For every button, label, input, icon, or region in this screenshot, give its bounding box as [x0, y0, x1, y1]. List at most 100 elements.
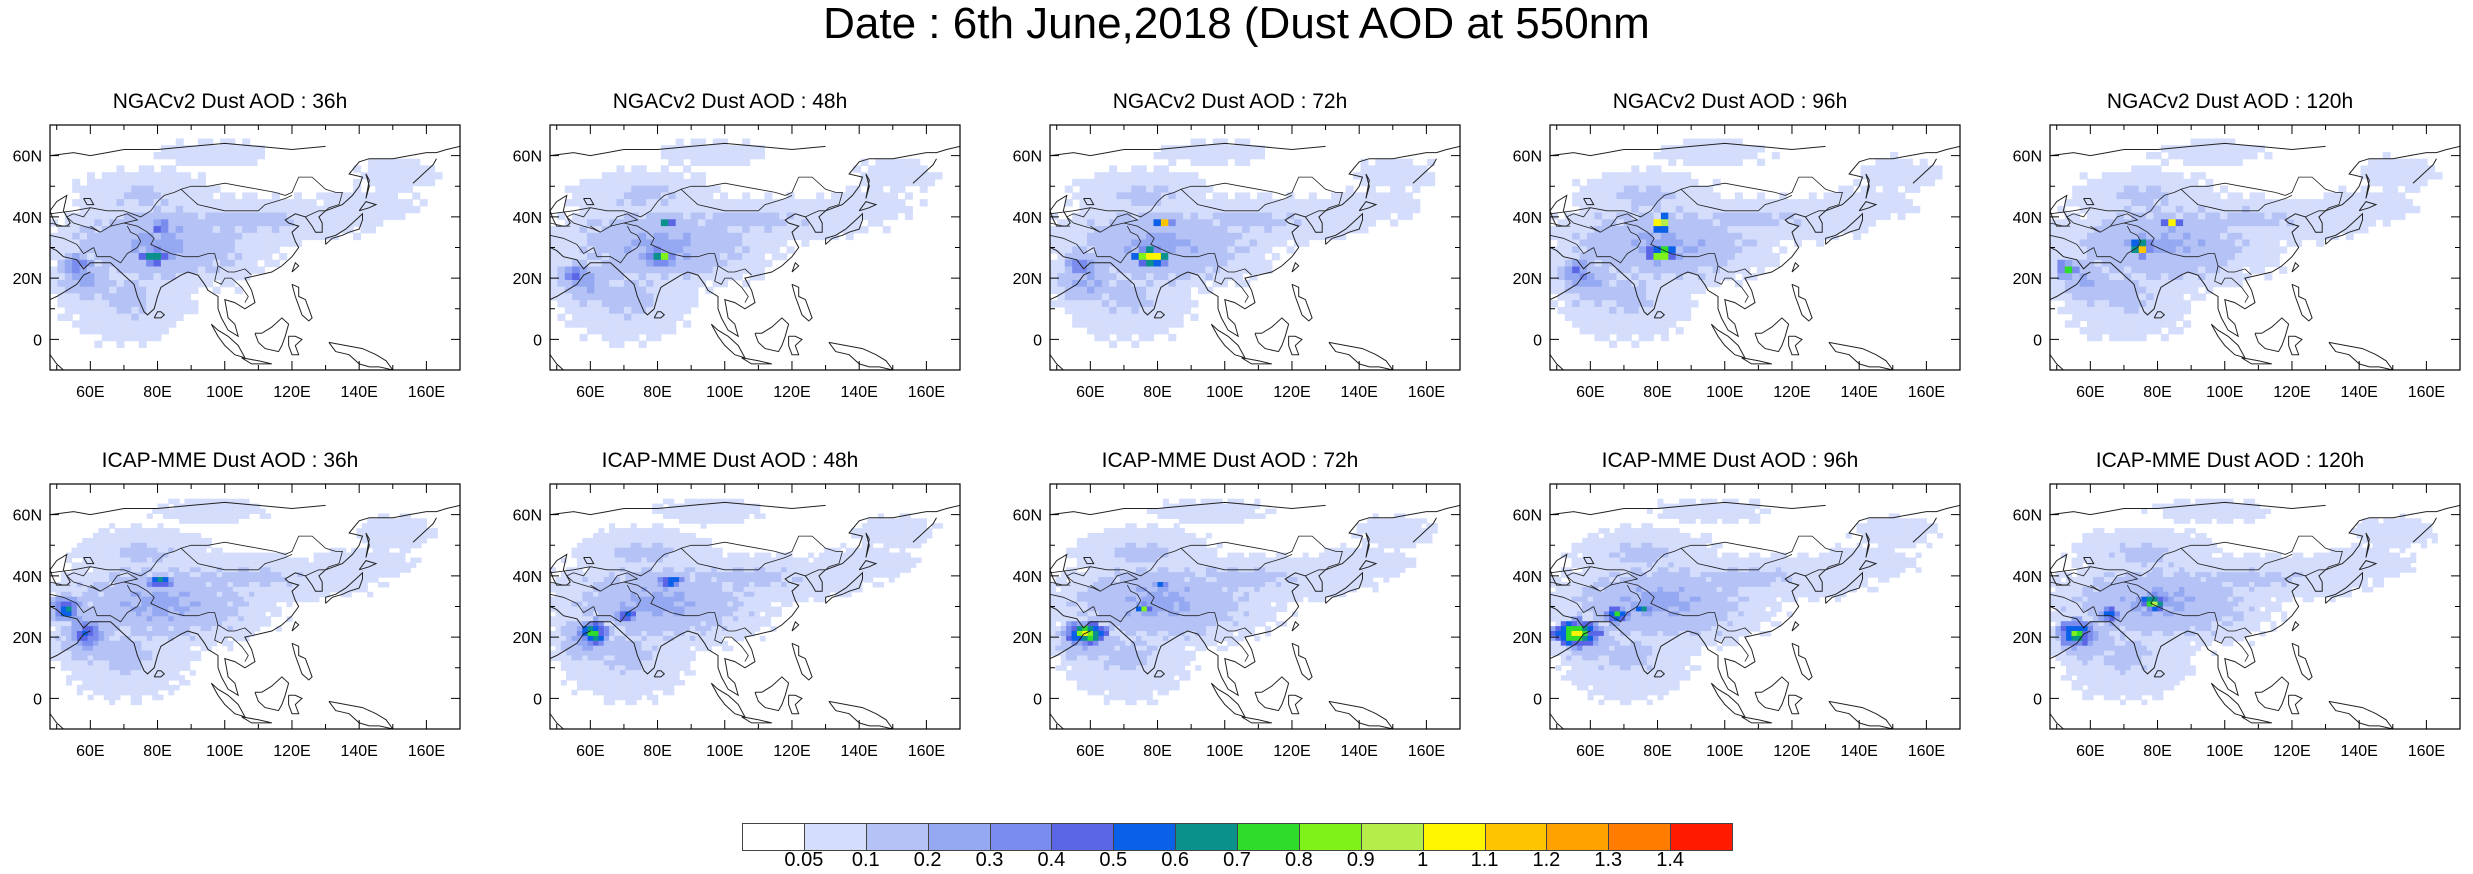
coastline [912, 158, 937, 184]
map-panel: NGACv2 Dust AOD : 48h 60E 80E 100E 120E 140E 1… [500, 90, 961, 420]
coastline [2328, 341, 2394, 370]
lon-tick-label: 120E [1773, 384, 1810, 401]
coastline [291, 261, 300, 273]
panel-title: ICAP-MME Dust AOD : 48h [601, 449, 859, 472]
lon-tick-label: 60E [576, 743, 604, 760]
coastline [153, 311, 166, 319]
coastline [2291, 283, 2313, 322]
colorbar-label: 1 [1417, 849, 1429, 871]
country-border [2050, 535, 2343, 577]
coastline [328, 700, 394, 729]
lat-tick-label: 60N [513, 508, 542, 525]
coastline [2325, 571, 2363, 604]
panel-title: ICAP-MME Dust AOD : 96h [1601, 449, 1859, 472]
coastline [1083, 198, 1095, 206]
lat-tick-label: 20N [2013, 271, 2042, 288]
coastline [1858, 201, 1878, 212]
dust-aod-map: 60E 80E 100E 120E 140E 160E 0 20N 40N 60N [13, 483, 461, 760]
aod-field [1050, 498, 1460, 729]
lat-tick-label: 60N [1513, 508, 1542, 525]
coastline [1050, 630, 1091, 660]
lon-tick-label: 160E [408, 743, 445, 760]
coastline [1254, 317, 1290, 353]
coastline [50, 501, 326, 516]
country-border [214, 265, 249, 303]
country-border [1714, 624, 1749, 662]
coastline [912, 517, 937, 543]
panel-title: NGACv2 Dust AOD : 72h [1112, 90, 1348, 113]
lon-tick-label: 160E [908, 743, 945, 760]
coastline [1083, 557, 1095, 565]
lon-tick-label: 120E [1773, 743, 1810, 760]
coastline [1550, 354, 1564, 370]
country-border [50, 234, 94, 255]
country-border [66, 566, 101, 592]
coastline [1788, 694, 1803, 715]
colorbar-swatch [1298, 823, 1362, 851]
country-border [2066, 207, 2101, 233]
coastline [1550, 194, 1571, 227]
lon-tick-label: 160E [1408, 384, 1445, 401]
lat-tick-label: 40N [2013, 210, 2042, 227]
lon-tick-label: 140E [1840, 384, 1877, 401]
colorbar-label: 1.4 [1656, 849, 1685, 871]
country-border [550, 593, 594, 614]
country-border [550, 535, 843, 577]
figure-title: Date : 6th June,2018 (Dust AOD at 550nm [823, 0, 1650, 48]
coastline [325, 571, 363, 604]
colorbar-swatch [1546, 823, 1610, 851]
coastline [1912, 517, 1937, 543]
coastline [653, 311, 666, 319]
lon-tick-label: 140E [1340, 743, 1377, 760]
country-border [110, 572, 139, 586]
coastline [2210, 323, 2246, 359]
coastline [1828, 341, 1894, 370]
coastline [2050, 142, 2326, 157]
coastline [710, 682, 746, 718]
lon-tick-label: 120E [1273, 743, 1310, 760]
coastline [858, 201, 878, 212]
lon-tick-label: 140E [340, 384, 377, 401]
coastline [288, 694, 303, 715]
coastline [1791, 261, 1800, 273]
country-border [1550, 222, 1571, 227]
lon-tick-label: 60E [1076, 743, 1104, 760]
lat-tick-label: 60N [13, 508, 42, 525]
aod-field [1550, 498, 1960, 729]
lat-tick-label: 0 [533, 691, 542, 708]
coastline [1291, 620, 1300, 632]
coastline [328, 341, 394, 370]
coastline [2153, 670, 2166, 678]
country-border [305, 569, 326, 577]
coastline [1050, 354, 1064, 370]
coastline [2365, 173, 2370, 199]
map-panel: NGACv2 Dust AOD : 36h 60E 80E 100E 120E 140E 1… [0, 90, 461, 420]
colorbar-swatch [803, 823, 867, 851]
lon-tick-label: 140E [2340, 743, 2377, 760]
coastline [1791, 283, 1813, 322]
lon-tick-label: 60E [1576, 743, 1604, 760]
coastline [1791, 620, 1800, 632]
colorbar-swatch [927, 823, 991, 851]
colorbar-label: 0.05 [784, 849, 824, 871]
coastline [2050, 630, 2091, 660]
lat-tick-label: 0 [33, 691, 42, 708]
coastline [2288, 335, 2303, 356]
lon-tick-label: 100E [2206, 384, 2243, 401]
colorbar-label: 1.2 [1532, 849, 1561, 871]
coastline [1050, 553, 1071, 586]
country-border [1550, 176, 1843, 218]
aod-field [50, 138, 460, 370]
coastline [1412, 517, 1437, 543]
country-border [50, 176, 343, 218]
lon-tick-label: 120E [2273, 384, 2310, 401]
lat-tick-label: 20N [1513, 271, 1542, 288]
lon-tick-label: 120E [273, 743, 310, 760]
coastline [254, 317, 290, 353]
country-border [680, 189, 793, 212]
coastline [1741, 357, 1772, 365]
panel-title: NGACv2 Dust AOD : 36h [112, 90, 348, 113]
lat-tick-label: 20N [513, 271, 542, 288]
lat-tick-label: 20N [13, 630, 42, 647]
country-border [2180, 189, 2293, 212]
